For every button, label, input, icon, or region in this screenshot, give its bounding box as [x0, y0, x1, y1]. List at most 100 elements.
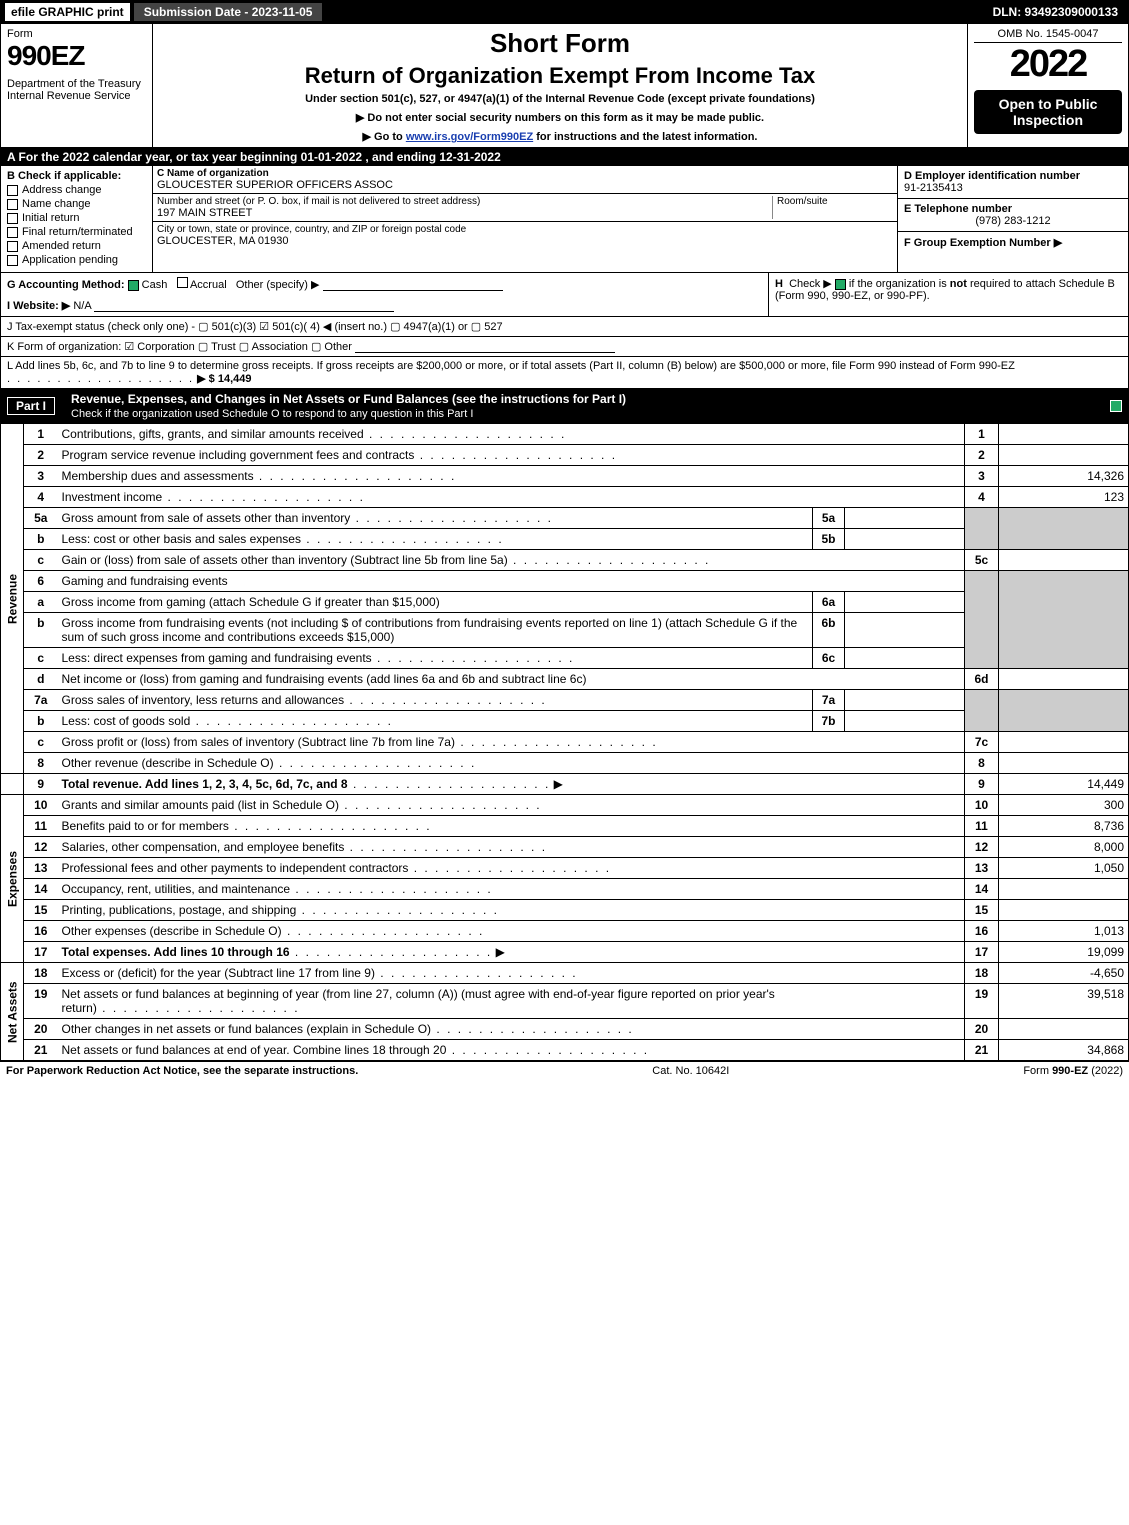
l6-n: 6	[24, 571, 58, 592]
l8-d: Other revenue (describe in Schedule O)	[58, 753, 965, 774]
l7c-n: c	[24, 732, 58, 753]
l7a-d: Gross sales of inventory, less returns a…	[58, 690, 813, 711]
l7b-n: b	[24, 711, 58, 732]
accrual-label: Accrual	[190, 279, 227, 291]
cb-name-change[interactable]	[7, 199, 18, 210]
cb-cash[interactable]	[128, 280, 139, 291]
cb-final-return[interactable]	[7, 227, 18, 238]
l21-n: 21	[24, 1040, 58, 1061]
efile-print-label[interactable]: efile GRAPHIC print	[5, 3, 130, 21]
city-label: City or town, state or province, country…	[157, 224, 893, 235]
l7b-sn: 7b	[813, 711, 845, 732]
l13-n: 13	[24, 858, 58, 879]
l9-n: 9	[24, 774, 58, 795]
page-footer: For Paperwork Reduction Act Notice, see …	[0, 1061, 1129, 1080]
cb-accrual[interactable]	[177, 277, 188, 288]
h-text: if the organization is not required to a…	[775, 278, 1115, 302]
l8-n: 8	[24, 753, 58, 774]
l18-d: Excess or (deficit) for the year (Subtra…	[58, 963, 965, 984]
irs-link[interactable]: www.irs.gov/Form990EZ	[406, 131, 533, 143]
cb-address-change[interactable]	[7, 185, 18, 196]
cb-initial-return-label: Initial return	[22, 212, 79, 224]
footer-mid: Cat. No. 10642I	[652, 1065, 729, 1077]
l5c-n: c	[24, 550, 58, 571]
l11-n: 11	[24, 816, 58, 837]
l10-n: 10	[24, 795, 58, 816]
l6b-sn: 6b	[813, 613, 845, 648]
footer-left: For Paperwork Reduction Act Notice, see …	[6, 1065, 358, 1077]
section-c: C Name of organization GLOUCESTER SUPERI…	[153, 166, 898, 272]
l10-rv: 300	[999, 795, 1129, 816]
l19-rv: 39,518	[999, 984, 1129, 1019]
l6a-d: Gross income from gaming (attach Schedul…	[58, 592, 813, 613]
l21-d: Net assets or fund balances at end of ye…	[58, 1040, 965, 1061]
cb-schedule-o-used[interactable]	[1110, 400, 1122, 412]
cb-schedule-b-not-required[interactable]	[835, 279, 846, 290]
l6c-n: c	[24, 648, 58, 669]
org-name: GLOUCESTER SUPERIOR OFFICERS ASSOC	[157, 179, 893, 191]
row-gh: G Accounting Method: Cash Accrual Other …	[0, 273, 1129, 317]
l9-d: Total revenue. Add lines 1, 2, 3, 4, 5c,…	[58, 774, 965, 795]
l7b-d: Less: cost of goods sold	[58, 711, 813, 732]
l7a-sv	[845, 690, 965, 711]
website-value: N/A	[73, 300, 91, 312]
other-specify-input[interactable]	[323, 279, 503, 291]
l19-rn: 19	[965, 984, 999, 1019]
l6-rv-grey	[999, 571, 1129, 669]
l3-rn: 3	[965, 466, 999, 487]
l20-rv	[999, 1019, 1129, 1040]
l5a-sn: 5a	[813, 508, 845, 529]
l16-n: 16	[24, 921, 58, 942]
l6c-sn: 6c	[813, 648, 845, 669]
l4-rv: 123	[999, 487, 1129, 508]
l6d-rv	[999, 669, 1129, 690]
l6c-sv	[845, 648, 965, 669]
form-word: Form	[7, 28, 146, 40]
l13-rn: 13	[965, 858, 999, 879]
l20-rn: 20	[965, 1019, 999, 1040]
l6c-d: Less: direct expenses from gaming and fu…	[58, 648, 813, 669]
l7ab-rn-grey	[965, 690, 999, 732]
l5b-n: b	[24, 529, 58, 550]
cb-amended-return[interactable]	[7, 241, 18, 252]
cb-initial-return[interactable]	[7, 213, 18, 224]
l21-rn: 21	[965, 1040, 999, 1061]
l15-d: Printing, publications, postage, and shi…	[58, 900, 965, 921]
footer-right: Form 990-EZ (2022)	[1023, 1065, 1123, 1077]
part1-sub: Check if the organization used Schedule …	[71, 408, 473, 420]
cb-name-change-label: Name change	[22, 198, 91, 210]
l3-d: Membership dues and assessments	[58, 466, 965, 487]
l5b-sv	[845, 529, 965, 550]
l8-rn: 8	[965, 753, 999, 774]
cb-application-pending[interactable]	[7, 255, 18, 266]
under-section: Under section 501(c), 527, or 4947(a)(1)…	[159, 93, 961, 105]
l3-n: 3	[24, 466, 58, 487]
l5b-d: Less: cost or other basis and sales expe…	[58, 529, 813, 550]
l14-n: 14	[24, 879, 58, 900]
l5a-d: Gross amount from sale of assets other t…	[58, 508, 813, 529]
cb-final-return-label: Final return/terminated	[22, 226, 133, 238]
website-input[interactable]	[94, 300, 394, 312]
other-org-input[interactable]	[355, 341, 615, 353]
l7c-d: Gross profit or (loss) from sales of inv…	[58, 732, 965, 753]
org-city: GLOUCESTER, MA 01930	[157, 235, 893, 247]
l6a-sn: 6a	[813, 592, 845, 613]
form-header: Form 990EZ Department of the Treasury In…	[0, 24, 1129, 148]
l17-n: 17	[24, 942, 58, 963]
part1-title: Revenue, Expenses, and Changes in Net As…	[71, 392, 626, 406]
ein-value: 91-2135413	[904, 182, 1122, 194]
l12-d: Salaries, other compensation, and employ…	[58, 837, 965, 858]
part1-table: Revenue 1 Contributions, gifts, grants, …	[0, 423, 1129, 1061]
l2-d: Program service revenue including govern…	[58, 445, 965, 466]
l6a-n: a	[24, 592, 58, 613]
part1-tag: Part I	[7, 397, 55, 415]
l5ab-rn-grey	[965, 508, 999, 550]
row-k: K Form of organization: ☑ Corporation ▢ …	[0, 337, 1129, 357]
l8-rv	[999, 753, 1129, 774]
submission-date: Submission Date - 2023-11-05	[134, 3, 323, 21]
instr-ssn: ▶ Do not enter social security numbers o…	[159, 111, 961, 124]
l15-rn: 15	[965, 900, 999, 921]
l2-rn: 2	[965, 445, 999, 466]
row-l: L Add lines 5b, 6c, and 7b to line 9 to …	[0, 357, 1129, 389]
e-label: E Telephone number	[904, 203, 1122, 215]
